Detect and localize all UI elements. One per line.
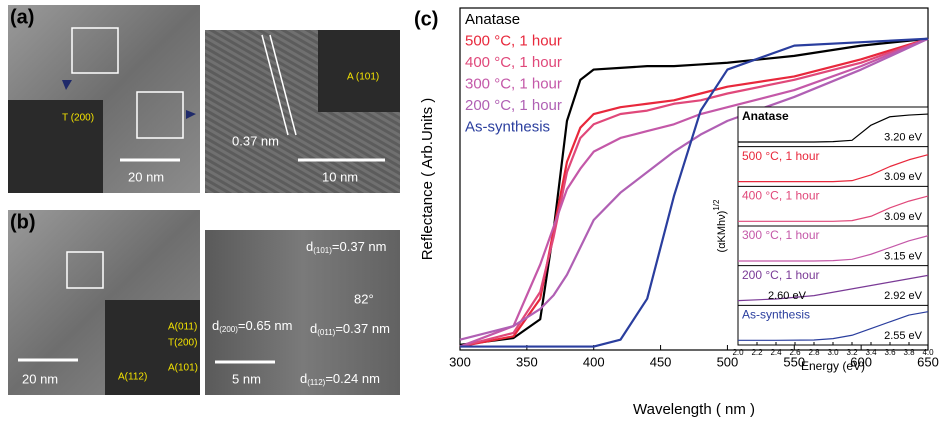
- sub: (011): [317, 328, 335, 337]
- x-tick-label: 2.2: [751, 348, 763, 357]
- panel-name: 400 °C, 1 hour: [742, 189, 820, 203]
- figure: (a) A (101) T (200) 0.37 nm 20 nm 10 nm …: [0, 0, 941, 423]
- legend-label: 500 °C, 1 hour: [465, 32, 562, 49]
- x-tick-label: 4.0: [922, 348, 934, 357]
- rest: =0.37 nm: [332, 239, 387, 254]
- fft-label: T (200): [62, 113, 94, 124]
- x-tick-label: 350: [516, 354, 538, 369]
- fft-label: A(112): [118, 372, 147, 383]
- gap-label: 3.15 eV: [884, 251, 923, 263]
- x-tick-label: 450: [650, 354, 672, 369]
- scale-label: 20 nm: [128, 169, 164, 184]
- x-tick-label: 2.8: [808, 348, 820, 357]
- y-label-main: (αKMhν): [716, 211, 728, 253]
- scale-label: 5 nm: [232, 371, 261, 386]
- x-tick-label: 3.0: [827, 348, 839, 357]
- fft-label: A(011): [168, 322, 197, 333]
- hrtem-image: [205, 230, 400, 395]
- x-axis-label: Wavelength ( nm ): [633, 401, 755, 418]
- x-tick-label: 400: [583, 354, 605, 369]
- panel-name: 200 °C, 1 hour: [742, 268, 820, 282]
- x-tick-label: 3.6: [884, 348, 896, 357]
- sub: (101): [313, 246, 332, 255]
- d: d: [306, 239, 313, 254]
- x-tick-label: 3.4: [865, 348, 877, 357]
- rest: =0.37 nm: [335, 321, 390, 336]
- panel-name: 300 °C, 1 hour: [742, 228, 820, 242]
- gap-label: 2.55 eV: [884, 330, 923, 342]
- scale-label: 10 nm: [322, 169, 358, 184]
- d: d: [310, 321, 317, 336]
- panel-name: As-synthesis: [742, 308, 810, 322]
- x-tick-label: 2.4: [770, 348, 782, 357]
- rest: =0.24 nm: [325, 371, 380, 386]
- gap-label: 2.60 eV: [768, 290, 807, 302]
- scale-label: 20 nm: [22, 371, 58, 386]
- gap-label: 3.20 eV: [884, 132, 923, 144]
- gap-label: 3.09 eV: [884, 171, 923, 183]
- fft-label: A(101): [168, 363, 198, 374]
- x-axis-label: Energy (eV): [801, 359, 865, 373]
- rest: =0.65 nm: [238, 318, 293, 333]
- legend-label: 200 °C, 1 hour: [465, 97, 562, 114]
- legend-label: 400 °C, 1 hour: [465, 54, 562, 71]
- d: d: [212, 318, 219, 333]
- legend-label: As-synthesis: [465, 118, 550, 135]
- spacing-label: 0.37 nm: [232, 133, 279, 148]
- y-label-sup: 1/2: [712, 199, 721, 211]
- sub: (200): [219, 325, 238, 334]
- legend-label: 300 °C, 1 hour: [465, 75, 562, 92]
- panel-label: (b): [10, 211, 36, 233]
- panel-label: (c): [414, 8, 438, 30]
- panel-label: (a): [10, 6, 34, 28]
- fft-label: A (101): [347, 72, 379, 83]
- panel-name: 500 °C, 1 hour: [742, 149, 820, 163]
- fft-label: T(200): [168, 338, 197, 349]
- angle-label: 82°: [354, 291, 374, 306]
- panel-name: Anatase: [742, 109, 789, 123]
- y-axis-label: Reflectance ( Arb.Units ): [419, 98, 436, 261]
- gap-label: 2.92 eV: [884, 290, 923, 302]
- x-tick-label: 3.2: [846, 348, 858, 357]
- d: d: [300, 371, 307, 386]
- sub: (112): [307, 378, 325, 387]
- x-tick-label: 2.0: [732, 348, 744, 357]
- gap-label: 3.09 eV: [884, 211, 923, 223]
- x-tick-label: 2.6: [789, 348, 801, 357]
- y-axis-label: (αKMhν)1/2: [712, 199, 728, 252]
- x-tick-label: 3.8: [903, 348, 915, 357]
- legend-label: Anatase: [465, 11, 520, 28]
- x-tick-label: 300: [449, 354, 471, 369]
